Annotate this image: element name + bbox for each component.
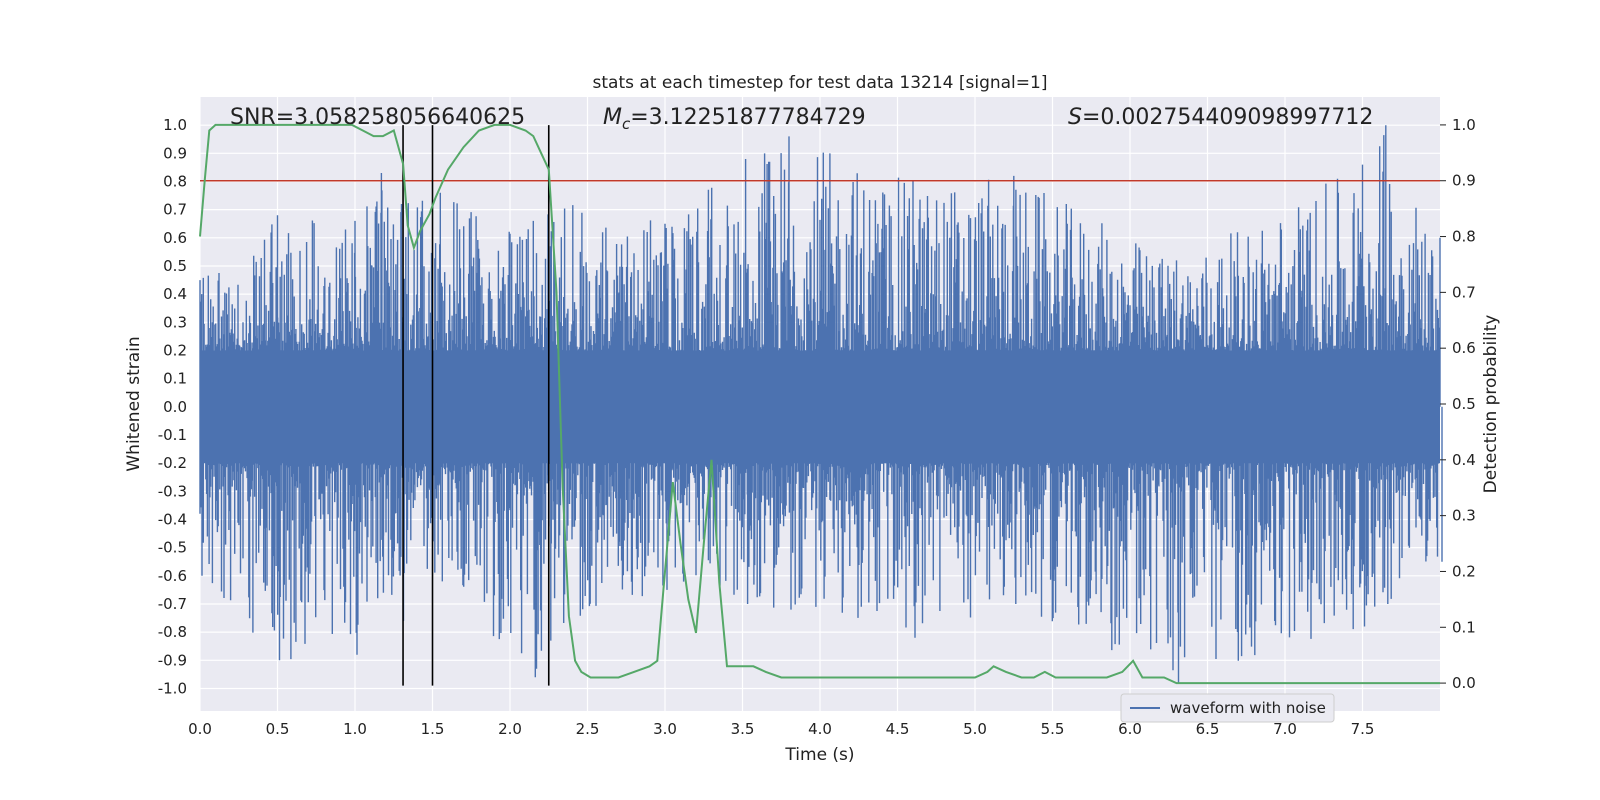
x-tick-label: 3.5 xyxy=(731,720,755,738)
x-tick-label: 6.5 xyxy=(1196,720,1220,738)
x-tick-label: 2.0 xyxy=(498,720,522,738)
x-tick-label: 2.5 xyxy=(576,720,600,738)
x-tick-label: 6.0 xyxy=(1118,720,1142,738)
mc-value: =3.12251877784729 xyxy=(630,105,865,130)
s-symbol: S xyxy=(1068,105,1082,130)
mc-subscript: c xyxy=(622,115,631,133)
right-y-tick-label: 0.2 xyxy=(1452,562,1476,580)
left-y-tick-label: 0.6 xyxy=(163,229,187,247)
left-y-tick-label: -0.1 xyxy=(158,426,187,444)
waveform-line xyxy=(199,125,1443,683)
right-y-tick-label: 0.4 xyxy=(1452,451,1476,469)
left-y-tick-label: 0.7 xyxy=(163,201,187,219)
x-axis-label: Time (s) xyxy=(784,745,854,765)
detection-probability-line xyxy=(199,123,1440,685)
left-y-tick-label: 0.9 xyxy=(163,144,187,162)
right-y-tick-label: 0.1 xyxy=(1452,618,1476,636)
left-y-tick-label: -0.3 xyxy=(158,482,187,500)
x-tick-label: 0.5 xyxy=(266,720,290,738)
left-y-tick-label: 0.1 xyxy=(163,370,187,388)
right-y-tick-label: 0.5 xyxy=(1452,395,1476,413)
left-y-tick-label: 1.0 xyxy=(163,116,187,134)
left-y-tick-label: -0.9 xyxy=(158,651,187,669)
left-y-tick-label: -0.8 xyxy=(158,623,187,641)
left-y-tick-label: -0.4 xyxy=(158,510,187,528)
left-y-tick-label: 0.3 xyxy=(163,313,187,331)
x-tick-label: 5.5 xyxy=(1041,720,1065,738)
left-y-axis-label: Whitened strain xyxy=(124,336,144,471)
left-y-tick-label: -0.7 xyxy=(158,595,187,613)
legend-box xyxy=(1120,693,1335,723)
left-y-tick-label: 0.4 xyxy=(163,285,187,303)
mc-symbol: M xyxy=(603,105,622,130)
x-tick-label: 1.0 xyxy=(343,720,367,738)
left-y-tick-label: -1.0 xyxy=(158,679,187,697)
right-y-tick-label: 0.7 xyxy=(1452,283,1476,301)
right-y-tick-label: 1.0 xyxy=(1452,116,1476,134)
left-y-tick-label: -0.6 xyxy=(158,567,187,585)
vertical-markers xyxy=(402,125,550,686)
left-y-tick-label: 0.5 xyxy=(163,257,187,275)
x-tick-label: 1.5 xyxy=(421,720,445,738)
left-y-tick-label: -0.2 xyxy=(158,454,187,472)
x-tick-label: 3.0 xyxy=(653,720,677,738)
x-tick-labels: 0.0 0.5 1.0 1.5 2.0 2.5 3.0 3.5 4.0 4.5 5.0 5.5 6.0 6… xyxy=(188,720,1374,738)
left-y-tick-label: 0.2 xyxy=(163,341,187,359)
s-annotation: S=0.002754409098997712 xyxy=(1068,105,1373,130)
right-y-tick-label: 0.3 xyxy=(1452,507,1476,525)
chirp-mass-annotation: Mc=3.12251877784729 xyxy=(603,105,866,133)
right-y-tick-label: 0.6 xyxy=(1452,339,1476,357)
probability-layer xyxy=(199,123,1440,685)
waveform-noise-band xyxy=(199,125,1443,683)
left-y-tick-label: -0.5 xyxy=(158,539,187,557)
legend-label: waveform with noise xyxy=(1170,699,1326,717)
x-tick-label: 0.0 xyxy=(188,720,212,738)
right-y-tick-labels: 0.0 0.1 0.2 0.3 0.4 0.5 0.6 0.7 0.8 0.9 1.0 xyxy=(1440,116,1476,692)
right-y-tick-label: 0.9 xyxy=(1452,172,1476,190)
left-y-tick-label: 0.8 xyxy=(163,172,187,190)
legend: waveform with noise xyxy=(1120,693,1335,723)
right-y-tick-label: 0.0 xyxy=(1452,674,1476,692)
right-y-axis-label: Detection probability xyxy=(1481,315,1501,494)
x-tick-label: 7.0 xyxy=(1273,720,1297,738)
right-y-tick-label: 0.8 xyxy=(1452,228,1476,246)
s-value: =0.002754409098997712 xyxy=(1082,105,1373,130)
x-tick-label: 4.0 xyxy=(808,720,832,738)
left-y-tick-labels: -1.0 -0.9 -0.8 -0.7 -0.6 -0.5 -0.4 -0.3 -0.2 -0.1… xyxy=(158,116,187,697)
left-y-tick-label: 0.0 xyxy=(163,398,187,416)
chart-title: stats at each timestep for test data 132… xyxy=(593,73,1048,93)
x-tick-label: 7.5 xyxy=(1351,720,1375,738)
snr-annotation: SNR=3.058258056640625 xyxy=(230,105,525,130)
x-tick-label: 4.5 xyxy=(886,720,910,738)
x-tick-label: 5.0 xyxy=(963,720,987,738)
